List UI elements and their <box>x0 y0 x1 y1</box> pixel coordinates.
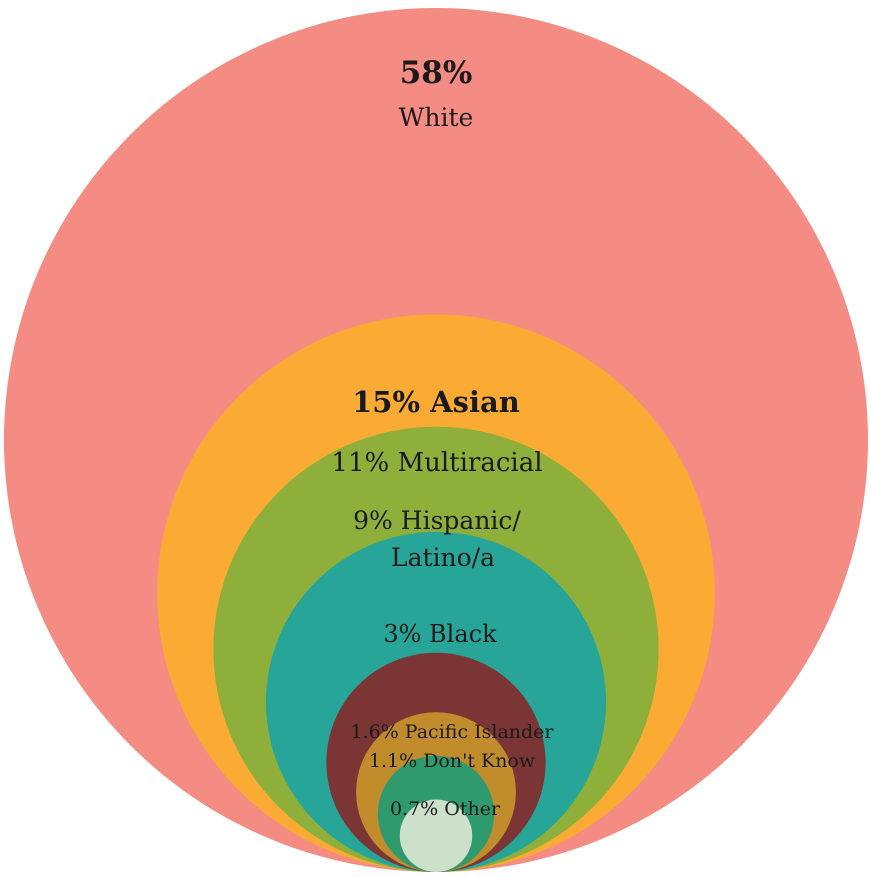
circle-other <box>399 799 473 872</box>
label-multiracial-value: 11% <box>331 448 389 478</box>
label-other-name: Other <box>444 798 501 820</box>
label-pacific-name: Pacific Islander <box>405 721 555 743</box>
label-pacific-islander: 1.6% Pacific Islander <box>350 721 554 743</box>
label-hispanic-line2: Latino/a <box>391 543 495 572</box>
label-hispanic-line1: 9% Hispanic/ <box>353 506 521 535</box>
label-black-value: 3% <box>383 620 421 648</box>
label-asian-value: 15% <box>352 385 420 419</box>
label-multiracial: 11% Multiracial <box>331 448 542 478</box>
label-asian: 15% Asian <box>352 385 520 419</box>
label-dont-know-name: Don't Know <box>423 750 536 772</box>
label-layer: 58% White 15% Asian 11% Multiracial 9% H… <box>331 55 554 820</box>
label-asian-name: Asian <box>429 385 520 419</box>
circle-layer <box>4 8 868 873</box>
label-black-name: Black <box>429 620 497 648</box>
label-hispanic-name: Hispanic/ <box>401 506 522 535</box>
label-dont-know: 1.1% Don't Know <box>369 750 536 772</box>
label-hispanic-value: 9% <box>353 506 393 535</box>
label-black: 3% Black <box>383 620 497 648</box>
label-dont-know-value: 1.1% <box>369 750 417 772</box>
label-other: 0.7% Other <box>390 798 501 820</box>
label-multiracial-name: Multiracial <box>397 448 542 478</box>
label-white-name: White <box>399 103 474 132</box>
label-pacific-value: 1.6% <box>350 721 398 743</box>
label-other-value: 0.7% <box>390 798 438 820</box>
label-white-value: 58% <box>400 55 473 91</box>
